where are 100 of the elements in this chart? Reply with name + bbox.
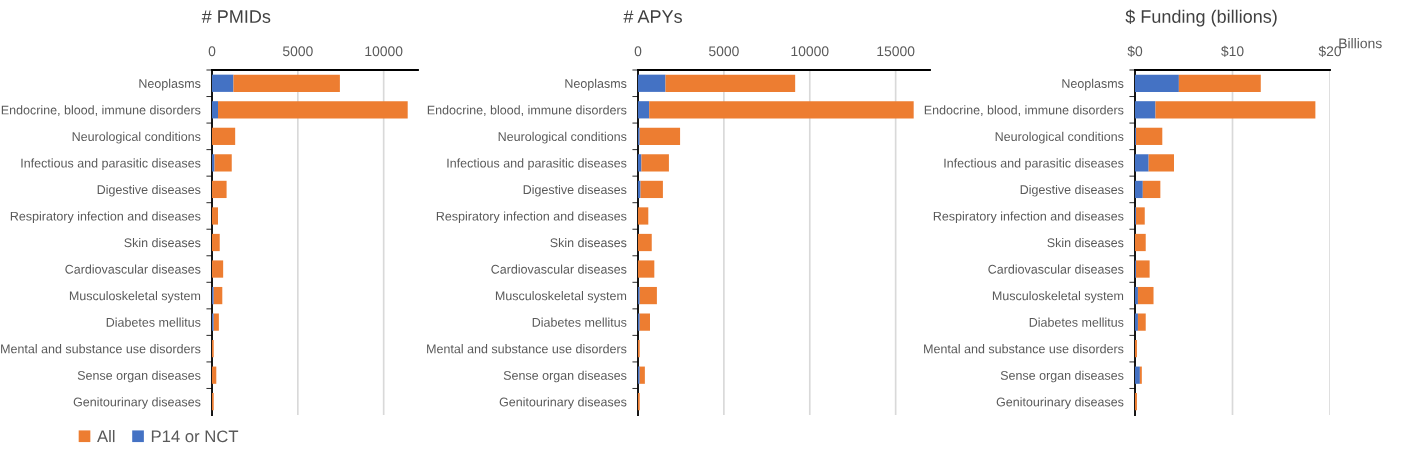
x-tick-label: $20: [1318, 45, 1342, 57]
y-tick-label: Infectious and parasitic diseases: [944, 158, 1124, 171]
y-tick-label: Neurological conditions: [995, 131, 1124, 144]
bar: [639, 366, 645, 384]
legend-label: P14 or NCT: [151, 430, 239, 443]
bar: [1178, 74, 1261, 92]
y-tick-label: Diabetes mellitus: [1029, 317, 1124, 327]
x-tick-label: 0: [208, 46, 216, 57]
y-tick-label: Skin diseases: [550, 237, 627, 248]
x-tick-label: 15000: [877, 46, 915, 57]
bar: [638, 233, 652, 252]
bar: [639, 313, 651, 331]
bar: [638, 260, 655, 278]
x-tick-label: $0: [1127, 45, 1143, 57]
bar: [218, 101, 408, 119]
y-tick-label: Respiratory infection and diseases: [933, 211, 1124, 224]
bar: [1137, 313, 1146, 331]
bar: [639, 127, 681, 145]
y-tick-label: Infectious and parasitic diseases: [21, 158, 201, 171]
y-tick-label: Genitourinary diseases: [73, 397, 201, 409]
bar: [638, 74, 666, 92]
bar: [1135, 101, 1156, 119]
y-tick-label: Neoplasms: [1062, 78, 1124, 91]
y-tick-label: Endocrine, blood, immune disorders: [427, 105, 627, 116]
x-tick-label: $10: [1221, 45, 1244, 57]
bar: [213, 313, 219, 331]
y-tick-label: Infectious and parasitic diseases: [447, 158, 627, 171]
y-tick-label: Respiratory infection and diseases: [10, 211, 201, 224]
y-tick-label: Endocrine, blood, immune disorders: [924, 105, 1124, 116]
bar: [212, 366, 217, 384]
bar: [212, 74, 234, 92]
bar: [1135, 366, 1140, 384]
y-tick-label: Digestive diseases: [1020, 184, 1124, 197]
bar: [233, 74, 340, 92]
bar: [1137, 286, 1154, 305]
y-tick-label: Digestive diseases: [97, 184, 201, 197]
chart-title: # PMIDs: [201, 10, 271, 23]
bar: [649, 101, 914, 119]
bar: [1135, 313, 1138, 331]
x-tick-label: 10000: [365, 46, 403, 57]
x-tick-label: 5000: [282, 46, 313, 57]
y-tick-label: Endocrine, blood, immune disorders: [1, 105, 201, 116]
bar: [1135, 207, 1145, 225]
bar: [212, 207, 219, 225]
bar: [639, 286, 657, 305]
y-tick-label: Diabetes mellitus: [532, 317, 627, 327]
bar: [212, 101, 219, 119]
y-tick-label: Respiratory infection and diseases: [436, 211, 627, 224]
x-tick-label: 5000: [708, 46, 739, 57]
bar: [638, 101, 650, 119]
bar: [665, 74, 796, 92]
y-tick-label: Sense organ diseases: [77, 370, 201, 383]
x-axis-title: Billions: [1339, 38, 1382, 49]
bar: [641, 154, 669, 172]
y-tick-label: Neurological conditions: [72, 131, 201, 144]
y-tick-label: Genitourinary diseases: [996, 397, 1124, 409]
y-tick-label: Skin diseases: [1047, 237, 1124, 248]
bar: [1135, 286, 1138, 305]
bar: [212, 154, 215, 172]
bar: [1135, 127, 1163, 145]
bar: [212, 180, 227, 199]
y-tick-label: Musculoskeletal system: [992, 291, 1124, 303]
y-tick-label: Digestive diseases: [523, 184, 627, 197]
y-tick-label: Neoplasms: [565, 78, 627, 91]
bar: [638, 154, 642, 172]
bar: [640, 180, 663, 199]
bar: [638, 207, 649, 225]
bar: [212, 260, 224, 278]
y-tick-label: Mental and substance use disorders: [427, 344, 627, 354]
y-tick-label: Sense organ diseases: [1000, 370, 1124, 383]
y-tick-label: Diabetes mellitus: [106, 317, 201, 327]
chart-title: $ Funding (billions): [1125, 9, 1277, 27]
bar: [1135, 260, 1150, 278]
bar: [1142, 180, 1161, 199]
y-tick-label: Musculoskeletal system: [69, 291, 201, 303]
x-tick-label: 10000: [791, 46, 829, 57]
chart-title: # APYs: [623, 10, 682, 23]
bar: [213, 286, 223, 305]
y-tick-label: Cardiovascular diseases: [65, 264, 201, 274]
y-tick-label: Neoplasms: [139, 78, 201, 91]
bar: [214, 154, 232, 172]
y-tick-label: Cardiovascular diseases: [988, 264, 1124, 274]
y-tick-label: Mental and substance use disorders: [1, 344, 201, 354]
y-tick-label: Mental and substance use disorders: [924, 344, 1124, 354]
y-tick-label: Genitourinary diseases: [499, 397, 627, 409]
bar: [212, 233, 220, 252]
bar: [1135, 74, 1179, 92]
bar: [638, 180, 641, 199]
y-tick-label: Sense organ diseases: [503, 370, 627, 383]
bar: [1155, 101, 1316, 119]
bar: [212, 127, 236, 145]
y-tick-label: Cardiovascular diseases: [491, 264, 627, 274]
y-tick-label: Musculoskeletal system: [495, 291, 627, 303]
bar: [1135, 233, 1146, 252]
legend-label: All: [97, 430, 115, 443]
bar: [1148, 154, 1174, 172]
y-tick-label: Neurological conditions: [498, 131, 627, 144]
y-tick-label: Skin diseases: [124, 237, 201, 248]
bar: [1135, 180, 1143, 199]
x-tick-label: 0: [634, 46, 642, 57]
